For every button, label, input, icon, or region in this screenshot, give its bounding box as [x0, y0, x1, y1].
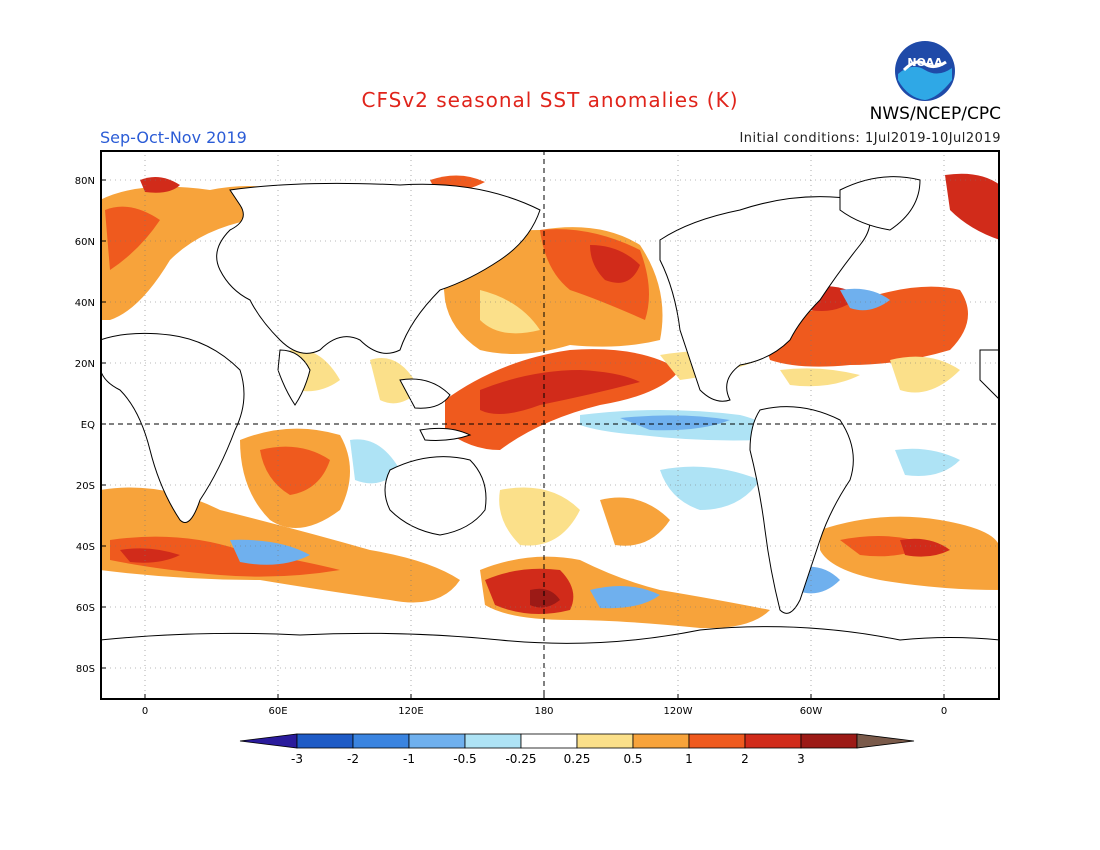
lat-label: 20N — [75, 359, 95, 370]
lat-label: 40N — [75, 298, 95, 309]
colorbar-label: 1 — [685, 752, 693, 766]
agency-label: NWS/NCEP/CPC — [869, 104, 1001, 124]
lon-label: 60E — [268, 706, 287, 717]
colorbar-label: -2 — [347, 752, 359, 766]
colorbar-label: -0.25 — [505, 752, 536, 766]
lat-label: 40S — [76, 542, 95, 553]
lon-label: 0 — [142, 706, 148, 717]
colorbar-segment — [352, 733, 410, 749]
lon-label: 60W — [800, 706, 823, 717]
colorbar-segment — [688, 733, 746, 749]
lat-label: 80N — [75, 176, 95, 187]
africa-landmass — [100, 332, 245, 523]
colorbar-segment — [744, 733, 802, 749]
colorbar-label: -1 — [403, 752, 415, 766]
australia-landmass — [384, 456, 487, 536]
colorbar-segment — [464, 733, 522, 749]
season-label: Sep-Oct-Nov 2019 — [100, 128, 247, 147]
colorbar-segment — [408, 733, 466, 749]
colorbar-label: 0.5 — [623, 752, 642, 766]
eurasia-landmass — [216, 182, 541, 354]
lat-label: 20S — [76, 481, 95, 492]
sst-anomaly-map — [100, 150, 1000, 700]
noaa-logo: NOAA — [895, 41, 955, 101]
noaa-logo-text: NOAA — [907, 56, 943, 69]
map-grid — [100, 150, 1000, 700]
south-america-landmass — [749, 406, 854, 614]
colorbar-segment — [632, 733, 690, 749]
colorbar-segment — [576, 733, 634, 749]
lon-label: 120W — [664, 706, 693, 717]
colorbar-label: 0.25 — [564, 752, 591, 766]
lon-label: 180 — [534, 706, 553, 717]
chart-title: CFSv2 seasonal SST anomalies (K) — [361, 88, 739, 112]
lat-label: 60S — [76, 603, 95, 614]
colorbar-arrow-low — [239, 733, 298, 749]
colorbar-label: -0.5 — [453, 752, 476, 766]
lat-label: 80S — [76, 664, 95, 675]
lon-label: 120E — [398, 706, 423, 717]
colorbar-segment — [800, 733, 858, 749]
lat-label: EQ — [81, 420, 95, 431]
initial-conditions-label: Initial conditions: 1Jul2019-10Jul2019 — [739, 131, 1001, 146]
lon-label: 0 — [941, 706, 947, 717]
north-america-landmass — [659, 196, 871, 402]
colorbar-label: 3 — [797, 752, 805, 766]
colorbar-label: -3 — [291, 752, 303, 766]
map-ticks — [100, 179, 945, 700]
colorbar-arrow-high — [856, 733, 915, 749]
colorbar-segment — [520, 733, 578, 749]
colorbar-label: 2 — [741, 752, 749, 766]
lat-label: 60N — [75, 237, 95, 248]
colorbar-segment — [296, 733, 354, 749]
antarctica-landmass — [100, 626, 1000, 700]
continents — [100, 176, 1000, 700]
